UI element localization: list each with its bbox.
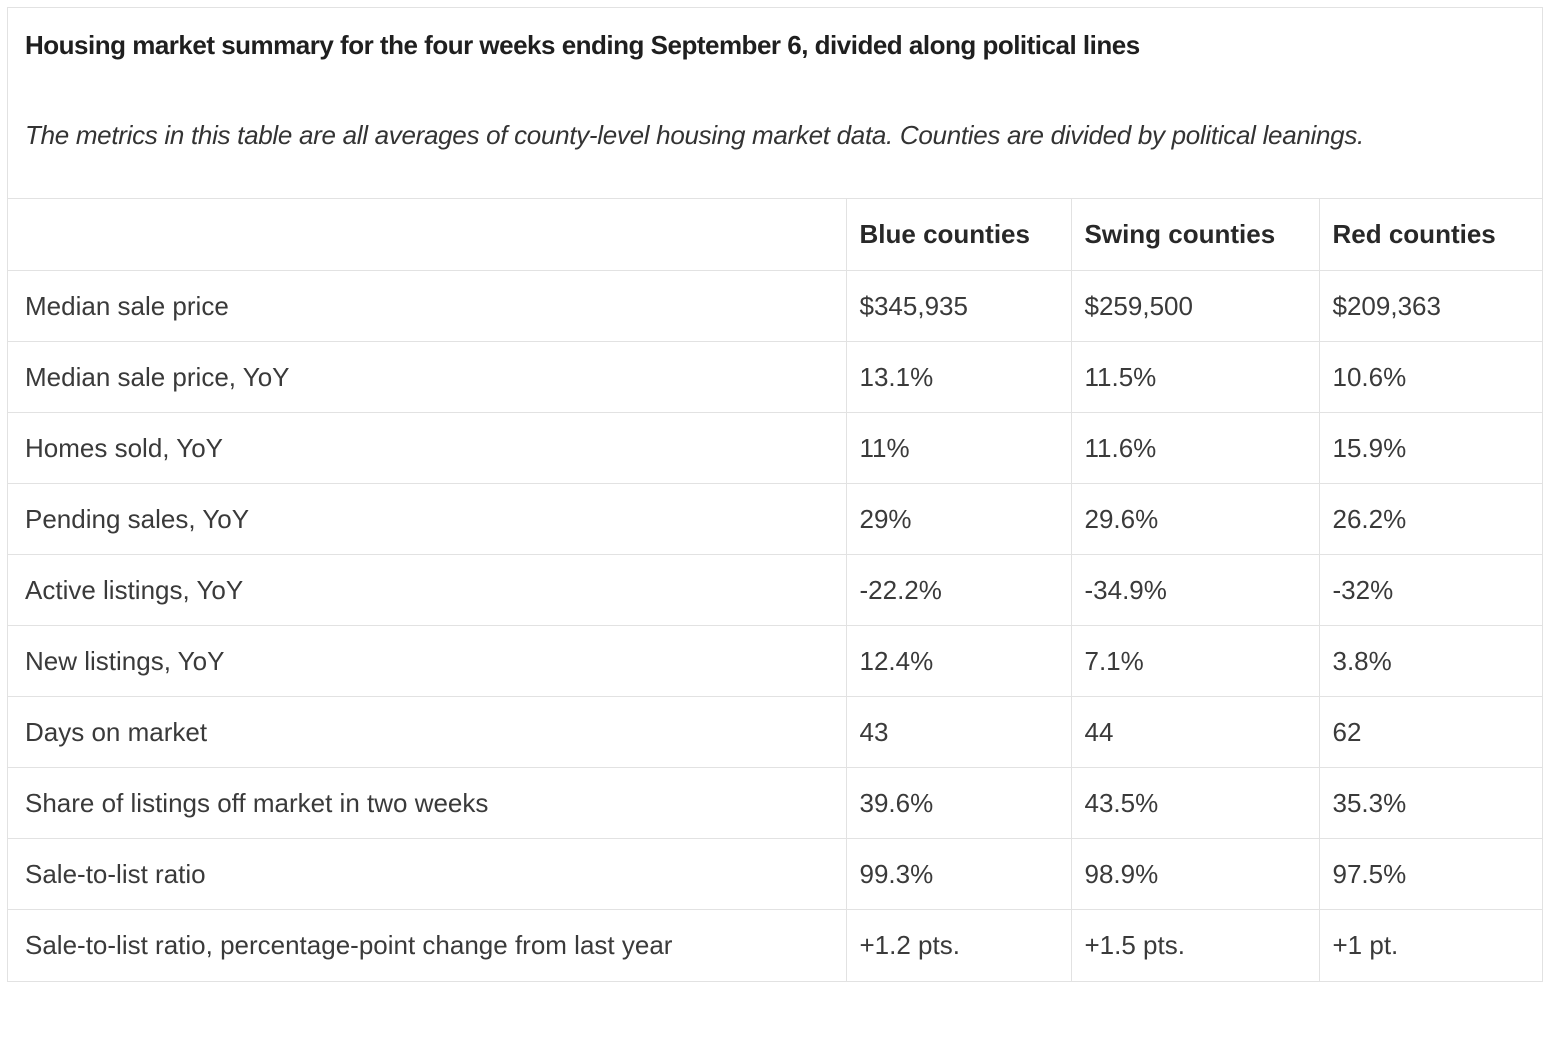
column-header-red-counties: Red counties	[1318, 198, 1542, 271]
table-row: Homes sold, YoY 11% 11.6% 15.9%	[8, 412, 1542, 484]
table-row: Median sale price $345,935 $259,500 $209…	[8, 270, 1542, 342]
cell-value: 39.6%	[845, 767, 1071, 839]
row-label: Pending sales, YoY	[8, 483, 846, 555]
cell-value: 11.5%	[1070, 341, 1319, 413]
cell-value: +1.2 pts.	[845, 909, 1071, 981]
cell-value: +1 pt.	[1318, 909, 1542, 981]
column-header-swing-counties: Swing counties	[1070, 198, 1319, 271]
page-description: The metrics in this table are all averag…	[25, 120, 1364, 150]
table-row: Sale-to-list ratio 99.3% 98.9% 97.5%	[8, 838, 1542, 910]
page-title: Housing market summary for the four week…	[25, 30, 1140, 60]
column-header-blue-counties: Blue counties	[845, 198, 1071, 271]
table-row: Median sale price, YoY 13.1% 11.5% 10.6%	[8, 341, 1542, 413]
cell-value: 15.9%	[1318, 412, 1542, 484]
table-card: Housing market summary for the four week…	[7, 7, 1543, 982]
table-row: New listings, YoY 12.4% 7.1% 3.8%	[8, 625, 1542, 697]
cell-value: 11.6%	[1070, 412, 1319, 484]
row-label: Days on market	[8, 696, 846, 768]
housing-summary-table: Blue counties Swing counties Red countie…	[8, 198, 1542, 981]
cell-value: 3.8%	[1318, 625, 1542, 697]
cell-value: 43	[845, 696, 1071, 768]
cell-value: -32%	[1318, 554, 1542, 626]
cell-value: 99.3%	[845, 838, 1071, 910]
cell-value: -34.9%	[1070, 554, 1319, 626]
cell-value: 26.2%	[1318, 483, 1542, 555]
cell-value: 97.5%	[1318, 838, 1542, 910]
row-label: Sale-to-list ratio, percentage-point cha…	[8, 909, 846, 981]
cell-value: 62	[1318, 696, 1542, 768]
cell-value: $345,935	[845, 270, 1071, 342]
row-label: New listings, YoY	[8, 625, 846, 697]
cell-value: 29%	[845, 483, 1071, 555]
table-row: Share of listings off market in two week…	[8, 767, 1542, 839]
cell-value: 7.1%	[1070, 625, 1319, 697]
cell-value: 29.6%	[1070, 483, 1319, 555]
cell-value: -22.2%	[845, 554, 1071, 626]
cell-value: 43.5%	[1070, 767, 1319, 839]
table-row: Days on market 43 44 62	[8, 696, 1542, 768]
row-label: Homes sold, YoY	[8, 412, 846, 484]
row-label: Sale-to-list ratio	[8, 838, 846, 910]
row-label: Median sale price, YoY	[8, 341, 846, 413]
blank-header-cell	[8, 198, 846, 271]
table-header-row: Blue counties Swing counties Red countie…	[8, 198, 1542, 271]
cell-value: 10.6%	[1318, 341, 1542, 413]
cell-value: +1.5 pts.	[1070, 909, 1319, 981]
cell-value: 12.4%	[845, 625, 1071, 697]
cell-value: $259,500	[1070, 270, 1319, 342]
table-row: Sale-to-list ratio, percentage-point cha…	[8, 909, 1542, 981]
table-row: Pending sales, YoY 29% 29.6% 26.2%	[8, 483, 1542, 555]
cell-value: 13.1%	[845, 341, 1071, 413]
cell-value: 44	[1070, 696, 1319, 768]
cell-value: 35.3%	[1318, 767, 1542, 839]
row-label: Median sale price	[8, 270, 846, 342]
row-label: Active listings, YoY	[8, 554, 846, 626]
cell-value: 11%	[845, 412, 1071, 484]
cell-value: $209,363	[1318, 270, 1542, 342]
table-row: Active listings, YoY -22.2% -34.9% -32%	[8, 554, 1542, 626]
row-label: Share of listings off market in two week…	[8, 767, 846, 839]
cell-value: 98.9%	[1070, 838, 1319, 910]
